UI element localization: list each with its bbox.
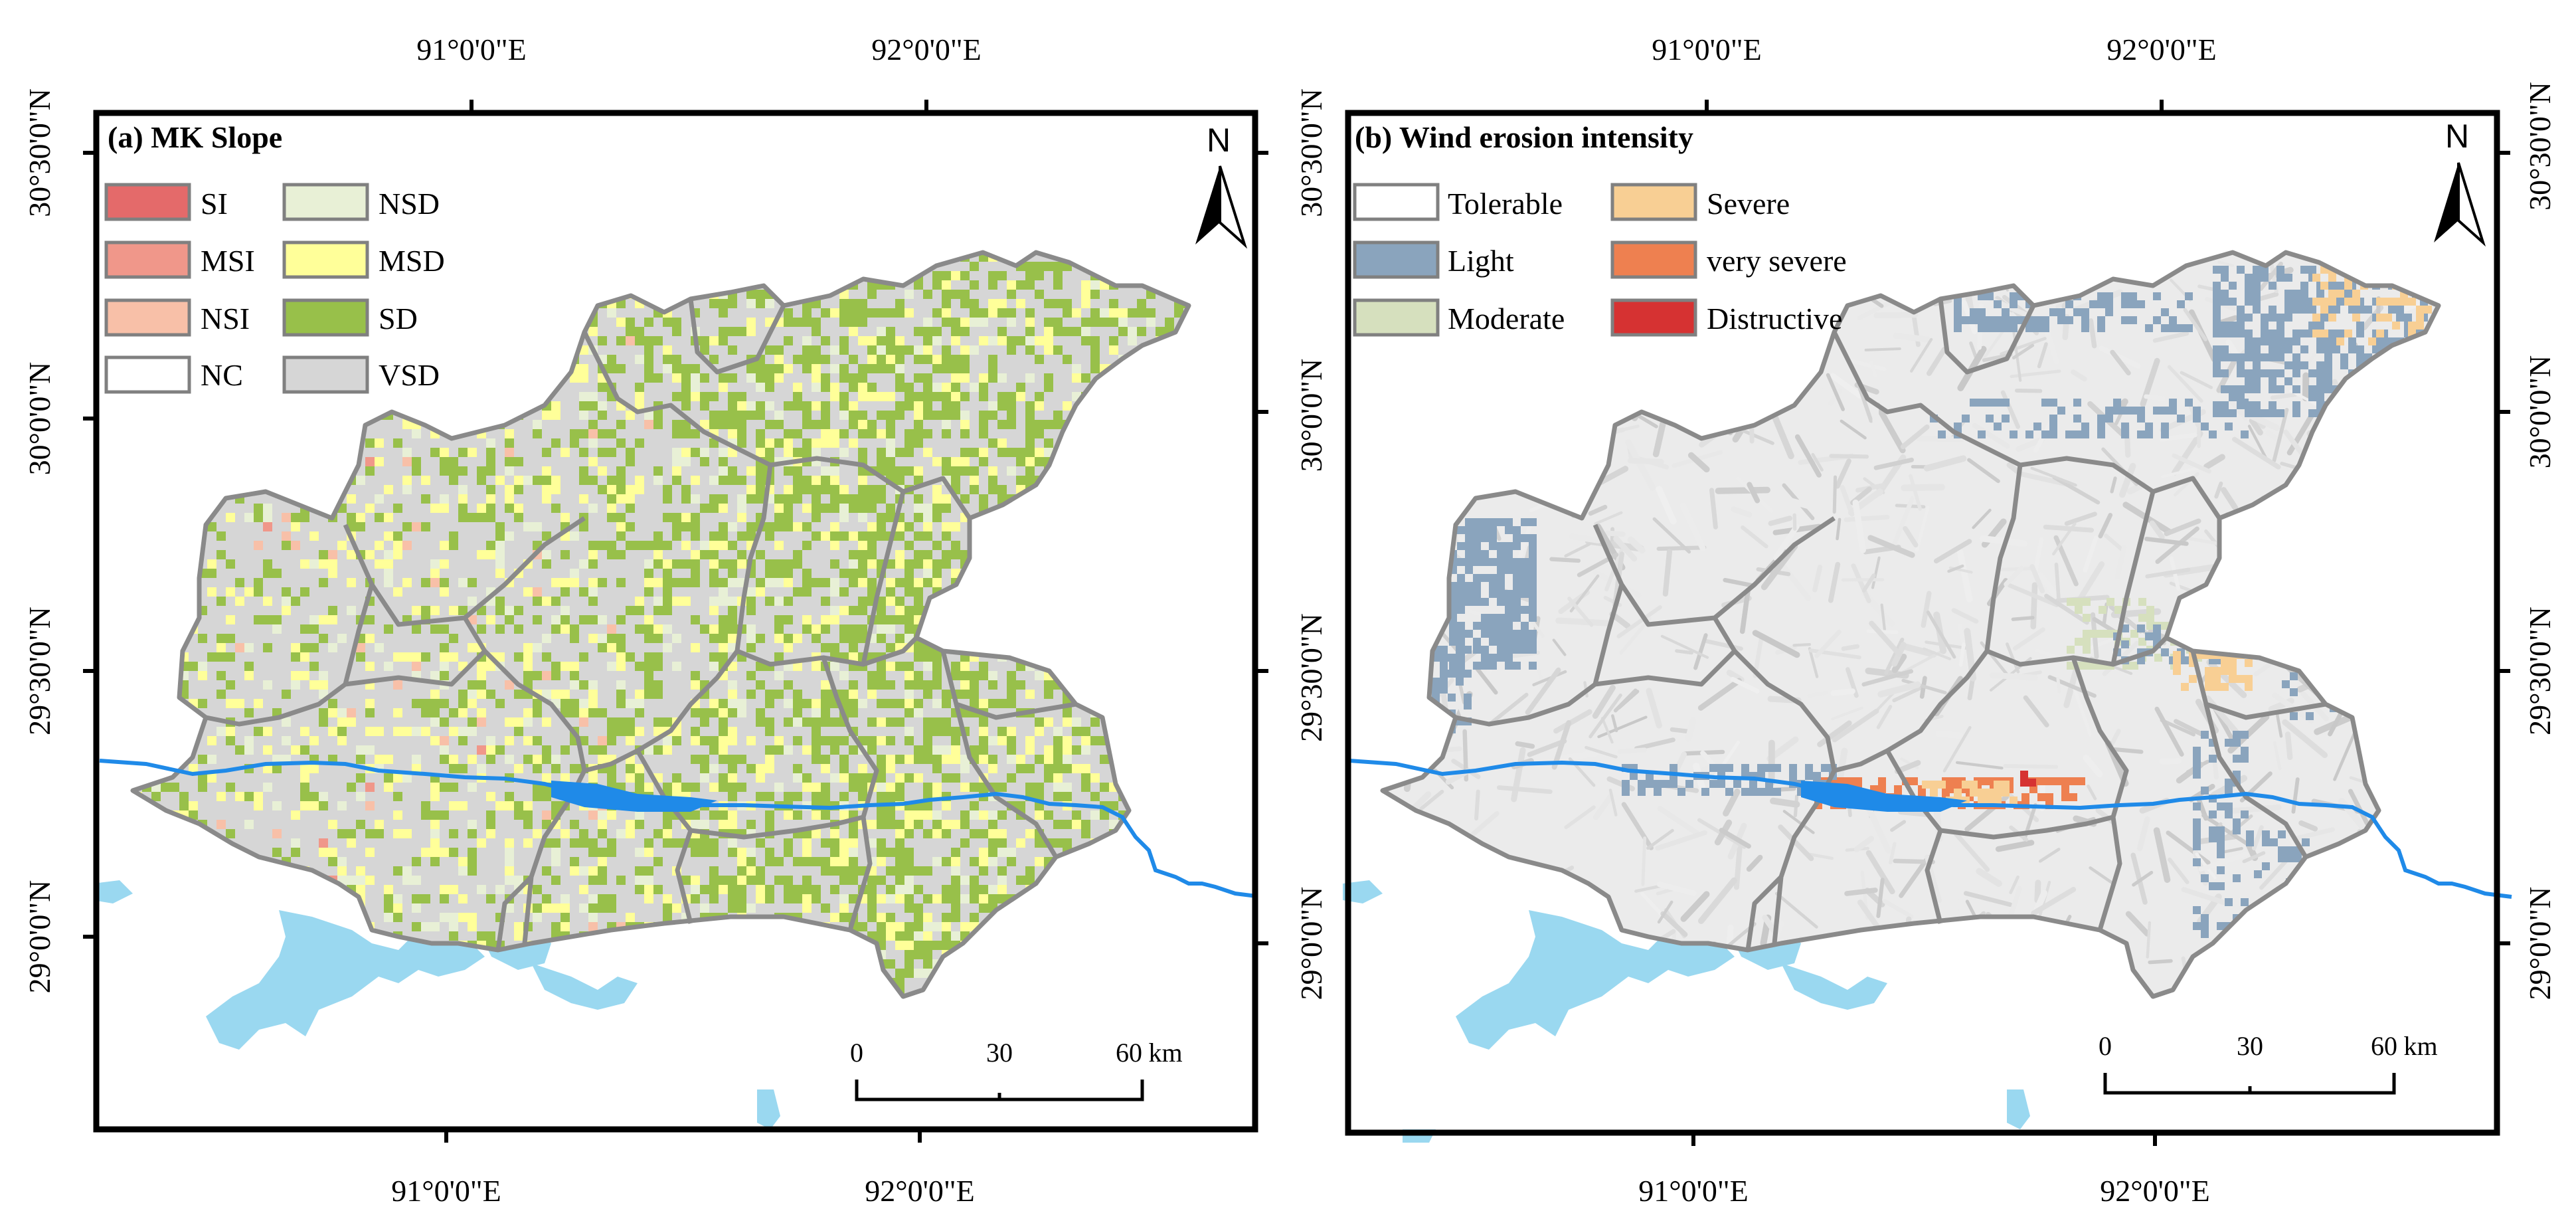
legend-swatch — [104, 355, 191, 394]
graticule-ticks — [1255, 100, 2510, 1146]
legend-label: NSD — [379, 187, 440, 221]
legend: Tolerable Light Moderate Severe very sev… — [1353, 183, 1847, 337]
top-tick-label: 91°0'0"E — [416, 33, 527, 66]
legend-swatch — [1610, 183, 1697, 221]
north-arrow-icon: N — [1195, 122, 1248, 249]
legend-swatch — [1353, 183, 1440, 221]
top-tick-label: 92°0'0"E — [2106, 33, 2217, 66]
legend-label: Distructive — [1707, 302, 1842, 335]
legend-label: Tolerable — [1448, 187, 1563, 221]
side-tick-label: 30°30'0"N — [1294, 88, 1328, 217]
graticule-ticks — [83, 100, 928, 1143]
legend-swatch — [1610, 240, 1697, 279]
legend-item: MSI — [104, 240, 255, 279]
legend-label: MSI — [201, 244, 255, 278]
top-tick-label: 92°0'0"E — [871, 33, 982, 66]
panel-mk-slope: 91°0'0"E 92°0'0"E 91°0'0"E 92°0'0"E 30°3… — [23, 33, 1258, 1208]
legend-swatch — [104, 240, 191, 279]
map-frame — [93, 110, 1258, 1133]
legend-swatch — [282, 298, 369, 337]
side-tick-label: 30°0'0"N — [1294, 359, 1328, 472]
bottom-tick-label: 91°0'0"E — [1638, 1174, 1749, 1208]
side-tick-label: 29°0'0"N — [2523, 887, 2557, 1000]
legend-label: SI — [201, 187, 228, 221]
side-tick-label: 29°0'0"N — [23, 880, 56, 994]
svg-text:30: 30 — [986, 1038, 1013, 1068]
legend-swatch — [104, 183, 191, 221]
map-frame — [1345, 110, 2500, 1136]
side-tick-label: 30°0'0"N — [2523, 355, 2557, 469]
svg-text:N: N — [1207, 122, 1231, 159]
side-tick-label: 30°0'0"N — [23, 362, 56, 476]
legend-item: Tolerable — [1353, 183, 1563, 221]
legend-item: VSD — [282, 355, 440, 394]
lake-in-river — [1801, 781, 1967, 812]
scale-bar: 0 30 60 km — [850, 1038, 1183, 1101]
legend-item: very severe — [1610, 240, 1847, 279]
legend-label: NSI — [201, 302, 250, 335]
legend-item: Light — [1353, 240, 1514, 279]
svg-text:km: km — [1148, 1038, 1182, 1068]
side-tick-label: 29°30'0"N — [1294, 613, 1328, 742]
legend-swatch — [282, 240, 369, 279]
side-tick-label: 29°30'0"N — [2523, 607, 2557, 735]
legend-label: NC — [201, 358, 243, 392]
legend-label: Light — [1448, 244, 1514, 278]
panel-title: (b) Wind erosion intensity — [1355, 120, 1693, 154]
panel-wind-erosion-intensity: 91°0'0"E 92°0'0"E 91°0'0"E 92°0'0"E 30°3… — [1255, 33, 2557, 1208]
top-tick-label: 91°0'0"E — [1652, 33, 1762, 66]
legend-item: SD — [282, 298, 418, 337]
legend-item: MSD — [282, 240, 445, 279]
side-tick-label: 30°30'0"N — [23, 88, 56, 217]
legend-label: very severe — [1707, 244, 1847, 278]
legend-item: SI — [104, 183, 228, 221]
legend-swatch — [282, 355, 369, 394]
north-arrow-icon: N — [2434, 118, 2486, 247]
legend-swatch — [104, 298, 191, 337]
legend: SI MSI NSI NC NSD MSD — [104, 183, 445, 394]
svg-text:0: 0 — [850, 1038, 863, 1068]
legend-label: VSD — [379, 358, 440, 392]
legend-item: NSI — [104, 298, 250, 337]
bottom-tick-label: 92°0'0"E — [2100, 1174, 2210, 1208]
legend-item: Distructive — [1610, 298, 1842, 337]
bottom-tick-label: 92°0'0"E — [865, 1174, 975, 1208]
side-tick-label: 29°0'0"N — [1294, 887, 1328, 1000]
legend-label: MSD — [379, 244, 445, 278]
legend-swatch — [1610, 298, 1697, 337]
legend-swatch — [1353, 298, 1440, 337]
side-tick-label: 30°30'0"N — [2523, 82, 2557, 211]
legend-item: NC — [104, 355, 243, 394]
legend-swatch — [1353, 240, 1440, 279]
side-tick-label: 29°30'0"N — [23, 607, 56, 735]
svg-text:60: 60 — [1116, 1038, 1142, 1068]
bottom-tick-label: 91°0'0"E — [391, 1174, 501, 1208]
legend-label: Moderate — [1448, 302, 1565, 335]
legend-label: Severe — [1707, 187, 1790, 221]
legend-item: NSD — [282, 183, 440, 221]
legend-swatch — [282, 183, 369, 221]
lake-in-river — [551, 781, 717, 812]
legend-item: Moderate — [1353, 298, 1565, 337]
legend-item: Severe — [1610, 183, 1790, 221]
panel-title: (a) MK Slope — [108, 120, 282, 154]
legend-label: SD — [379, 302, 418, 335]
scale-bar: 0 30 60 km — [2099, 1031, 2438, 1095]
